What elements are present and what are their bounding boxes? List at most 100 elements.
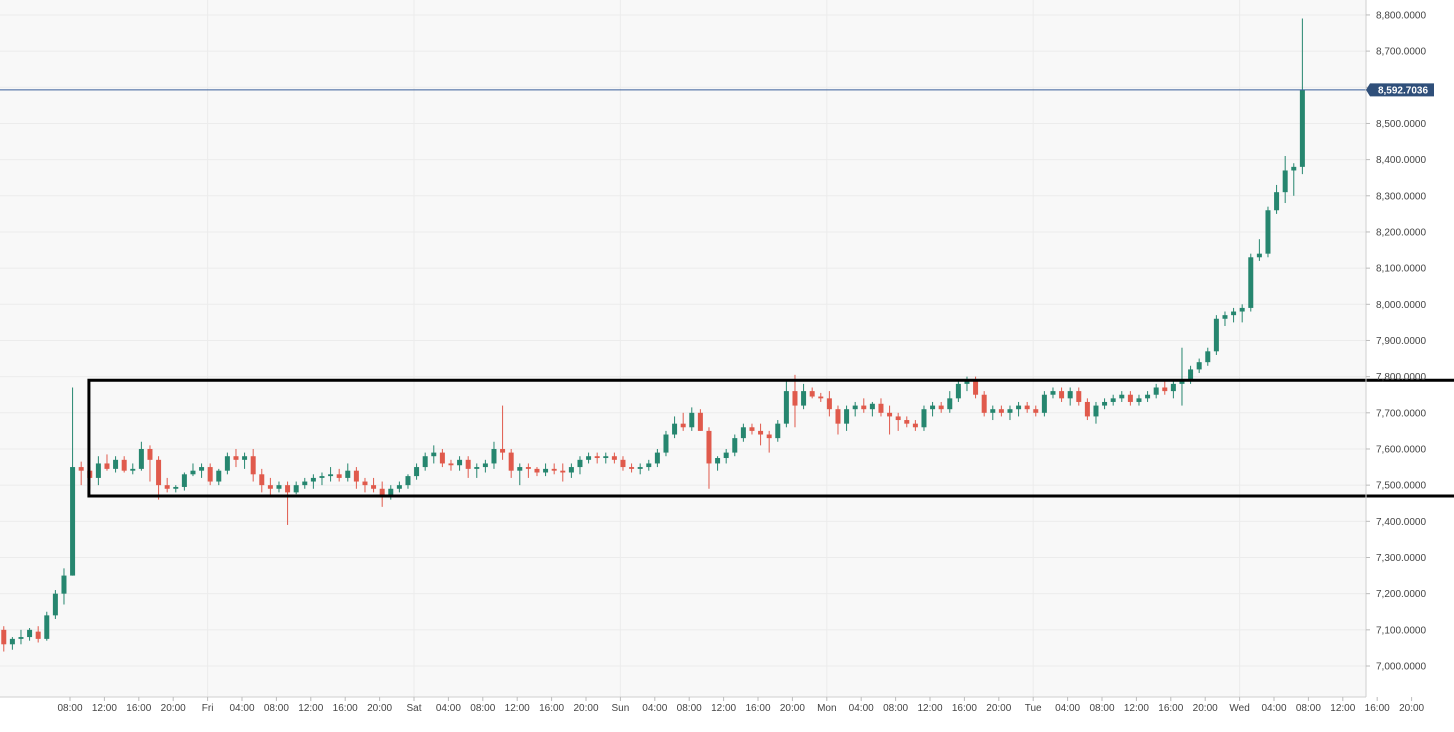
y-axis-ticks: 7,000.0000 7,100.0000 7,200.0000 7,300.0000…	[1366, 10, 1426, 673]
candle-body	[1110, 398, 1116, 402]
y-tick-label: 8,700.0000	[1376, 47, 1426, 58]
candle-body	[1084, 401, 1090, 417]
candle-body	[353, 470, 359, 482]
candle-body	[138, 448, 144, 469]
candle-body	[895, 416, 901, 421]
candle-body	[749, 427, 755, 431]
x-tick-label: 12:00	[711, 703, 736, 714]
candle-body	[224, 456, 230, 471]
x-tick-label: 08:00	[677, 703, 702, 714]
candle-body	[1153, 387, 1159, 395]
x-tick-label: 12:00	[298, 703, 323, 714]
y-tick-label: 8,300.0000	[1376, 191, 1426, 202]
candle-body	[1102, 401, 1108, 406]
candle-body	[921, 409, 927, 428]
x-tick-label: Tue	[1025, 703, 1042, 714]
candle-body	[560, 470, 566, 473]
candle-body	[732, 438, 738, 453]
x-tick-label: 16:00	[1158, 703, 1183, 714]
candle-body	[809, 391, 815, 397]
candle-body	[1145, 394, 1151, 399]
y-tick-label: 7,700.0000	[1376, 408, 1426, 419]
candle-body	[990, 409, 996, 413]
candle-body	[345, 470, 351, 478]
y-tick-label: 8,000.0000	[1376, 300, 1426, 311]
candle-body	[216, 470, 222, 482]
candle-body	[620, 459, 626, 468]
candle-body	[27, 629, 33, 638]
x-tick-label: 12:00	[1330, 703, 1355, 714]
x-tick-label: 08:00	[1296, 703, 1321, 714]
candle-body	[568, 467, 574, 473]
candle-body	[783, 391, 789, 424]
candle-body	[414, 467, 420, 477]
candle-body	[912, 423, 918, 428]
candle-body	[1196, 362, 1202, 370]
x-tick-label: 08:00	[57, 703, 82, 714]
x-tick-label: 04:00	[849, 703, 874, 714]
x-tick-label: 20:00	[780, 703, 805, 714]
candle-body	[190, 470, 196, 475]
candle-body	[1274, 192, 1280, 211]
candle-body	[482, 463, 488, 468]
candle-body	[835, 409, 841, 424]
candle-body	[629, 467, 635, 469]
y-tick-label: 7,100.0000	[1376, 625, 1426, 636]
y-tick-label: 8,400.0000	[1376, 155, 1426, 166]
candle-body	[70, 467, 76, 576]
candle-body	[1239, 307, 1245, 312]
candle-body	[689, 412, 695, 428]
range-box	[87, 378, 1454, 498]
candle-body	[388, 488, 394, 497]
candle-body	[1093, 405, 1099, 417]
y-tick-label: 7,800.0000	[1376, 372, 1426, 383]
candle-body	[1248, 257, 1254, 308]
candle-body	[233, 456, 239, 460]
candle-body	[362, 481, 368, 486]
candle-body	[775, 423, 781, 439]
candle-body	[740, 427, 746, 439]
candle-body	[758, 430, 764, 435]
candle-body	[1067, 391, 1073, 399]
candle-body	[1162, 387, 1168, 392]
candle-body	[156, 459, 162, 486]
candle-body	[766, 434, 772, 439]
candle-body	[646, 463, 652, 468]
y-tick-label: 7,600.0000	[1376, 444, 1426, 455]
x-tick-label: 20:00	[1399, 703, 1424, 714]
candle-body	[672, 423, 678, 435]
candle-body	[52, 593, 58, 616]
candle-body	[302, 481, 308, 486]
candle-body	[525, 467, 531, 469]
x-tick-label: 20:00	[367, 703, 392, 714]
x-tick-label: Sun	[612, 703, 630, 714]
candle-body	[715, 458, 721, 464]
candle-body	[242, 456, 248, 460]
candle-body	[654, 452, 660, 464]
x-tick-label: 04:00	[436, 703, 461, 714]
candle-body	[1222, 315, 1228, 319]
candle-body	[818, 396, 824, 399]
candle-body	[508, 452, 514, 471]
y-tick-label: 7,000.0000	[1376, 662, 1426, 673]
candle-body	[1213, 318, 1219, 352]
candle-body	[1024, 405, 1030, 410]
y-tick-label: 7,500.0000	[1376, 481, 1426, 492]
candle-body	[1059, 391, 1065, 399]
candle-body	[534, 468, 540, 473]
candle-body	[173, 486, 179, 489]
candle-body	[1007, 409, 1013, 413]
candle-body	[973, 380, 979, 395]
candle-body	[955, 383, 961, 399]
candle-body	[1265, 210, 1271, 254]
x-tick-label: 20:00	[573, 703, 598, 714]
candle-body	[577, 459, 583, 468]
candle-body	[164, 485, 170, 489]
candle-body	[904, 420, 910, 424]
candle-body	[930, 405, 936, 410]
x-tick-label: Mon	[817, 703, 836, 714]
candle-body	[199, 467, 205, 471]
candle-body	[586, 456, 592, 460]
candle-body	[792, 391, 798, 406]
